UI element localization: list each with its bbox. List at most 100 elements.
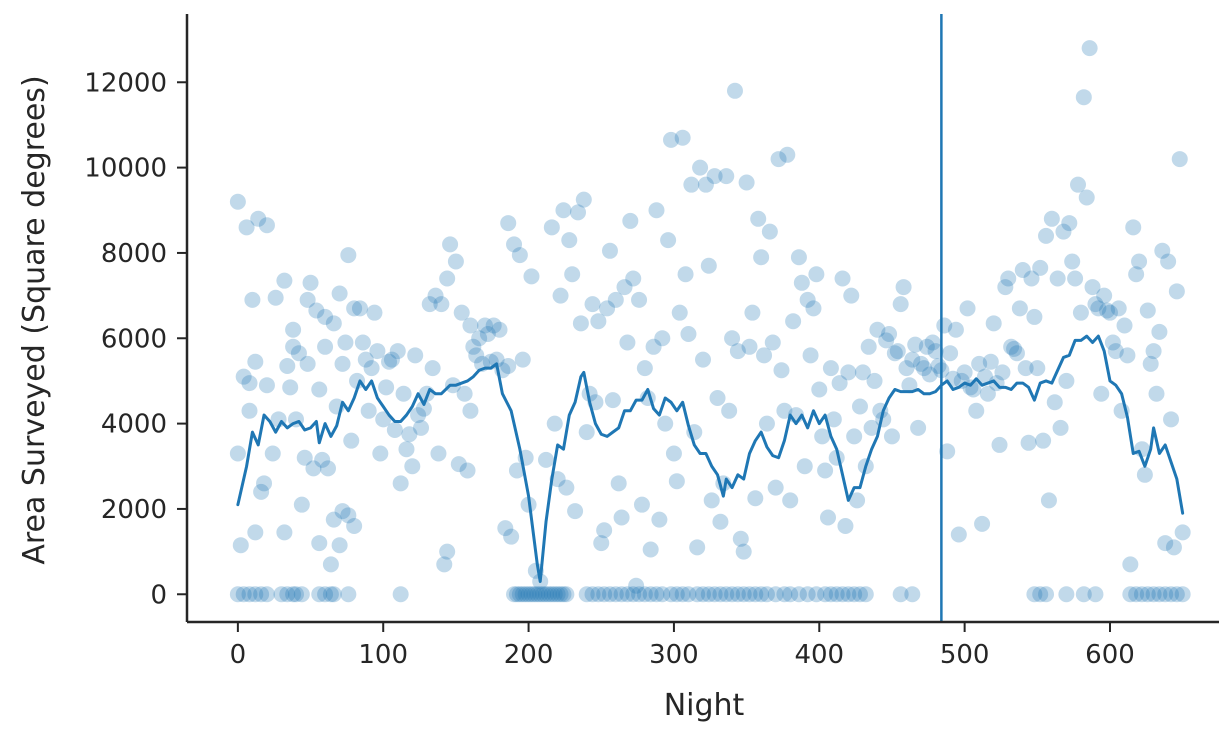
x-tick-label: 100 (358, 640, 408, 670)
scatter-point (796, 458, 813, 475)
scatter-point (1131, 253, 1148, 270)
scatter-point (648, 586, 665, 603)
scatter-point (1136, 466, 1153, 483)
scatter-point (1142, 355, 1159, 372)
scatter-point (1081, 40, 1098, 57)
scatter-point (442, 236, 459, 253)
scatter-point (1003, 338, 1020, 355)
scatter-point (1163, 586, 1180, 603)
scatter-point (575, 191, 592, 208)
scatter-point (1011, 300, 1028, 317)
scatter-point (1107, 343, 1124, 360)
y-tick-label: 6000 (101, 324, 167, 354)
scatter-point (747, 490, 764, 507)
scatter-point (331, 537, 348, 554)
y-axis-label: Area Surveyed (Square degrees) (17, 75, 52, 564)
scatter-point (529, 586, 546, 603)
scatter-point (881, 326, 898, 342)
scatter-point (523, 268, 540, 285)
scatter-point (285, 586, 302, 603)
scatter-point (250, 210, 267, 227)
scatter-point (337, 334, 354, 351)
scatter-point (395, 385, 412, 402)
scatter-point (1058, 586, 1075, 603)
scatter-point (724, 330, 741, 347)
scatter-point (279, 358, 296, 374)
scatter-point (904, 351, 921, 368)
scatter-point (369, 343, 386, 360)
scatter-point (340, 507, 357, 524)
scatter-point (991, 436, 1008, 453)
scatter-point (258, 586, 275, 603)
scatter-point (1148, 385, 1165, 402)
scatter-point (360, 402, 377, 419)
scatter-point (410, 407, 427, 424)
scatter-point (619, 586, 636, 603)
scatter-point (241, 402, 258, 419)
scatter-point (334, 355, 351, 372)
scatter-point (968, 402, 985, 419)
scatter-point (1151, 586, 1168, 603)
scatter-point (552, 586, 569, 603)
scatter-point (979, 385, 996, 402)
scatter-point (372, 445, 389, 462)
scatter-point (837, 518, 854, 534)
scatter-point (584, 586, 601, 603)
scatter-point (758, 586, 775, 603)
scatter-point (843, 287, 860, 304)
scatter-point (1145, 343, 1162, 360)
scatter-point (305, 460, 322, 477)
scatter-point (674, 129, 691, 146)
scatter-point (543, 586, 560, 603)
scatter-point (1070, 176, 1087, 193)
x-tick-label: 0 (230, 640, 247, 670)
scatter-point (508, 462, 525, 479)
scatter-point (1104, 334, 1121, 351)
scatter-point (430, 445, 447, 462)
scatter-point (901, 377, 918, 394)
scatter-point (276, 524, 293, 541)
scatter-point (732, 530, 749, 547)
scatter-point (625, 586, 642, 603)
scatter-point (767, 479, 784, 496)
scatter-point (738, 174, 755, 191)
scatter-point (834, 586, 851, 603)
scatter-point (288, 586, 305, 603)
scatter-point (607, 291, 624, 308)
scatter-point (718, 168, 735, 185)
x-tick-label: 300 (649, 640, 699, 670)
scatter-point (1125, 219, 1142, 236)
scatter-point (1006, 340, 1023, 357)
scatter-point (860, 338, 877, 355)
y-tick-label: 12000 (84, 68, 167, 98)
scatter-point (447, 253, 464, 270)
scatter-point (596, 522, 613, 539)
scatter-point (663, 131, 680, 148)
scatter-point (654, 586, 671, 603)
scatter-point (1093, 385, 1110, 402)
scatter-point (319, 460, 336, 477)
scatter-point (247, 524, 264, 541)
scatter-point (1128, 266, 1145, 283)
scatter-point (1139, 302, 1156, 319)
scatter-point (636, 360, 653, 377)
scatter-point (514, 351, 531, 368)
scatter-point (520, 586, 537, 603)
scatter-point (805, 300, 822, 317)
scatter-point (424, 360, 441, 377)
scatter-point (779, 146, 796, 163)
scatter-point (229, 193, 246, 210)
x-tick-label: 400 (794, 640, 844, 670)
scatter-point (721, 402, 738, 419)
scatter-point (311, 535, 328, 552)
scatter-point (947, 321, 964, 338)
x-tick-label: 200 (504, 640, 554, 670)
scatter-point (976, 368, 993, 385)
scatter-point (700, 257, 717, 274)
scatter-point (726, 82, 743, 99)
scatter-point (625, 270, 642, 287)
scatter-point (1026, 586, 1043, 603)
scatter-point (1055, 223, 1072, 240)
scatter-point (514, 586, 531, 603)
scatter-point (735, 543, 752, 560)
